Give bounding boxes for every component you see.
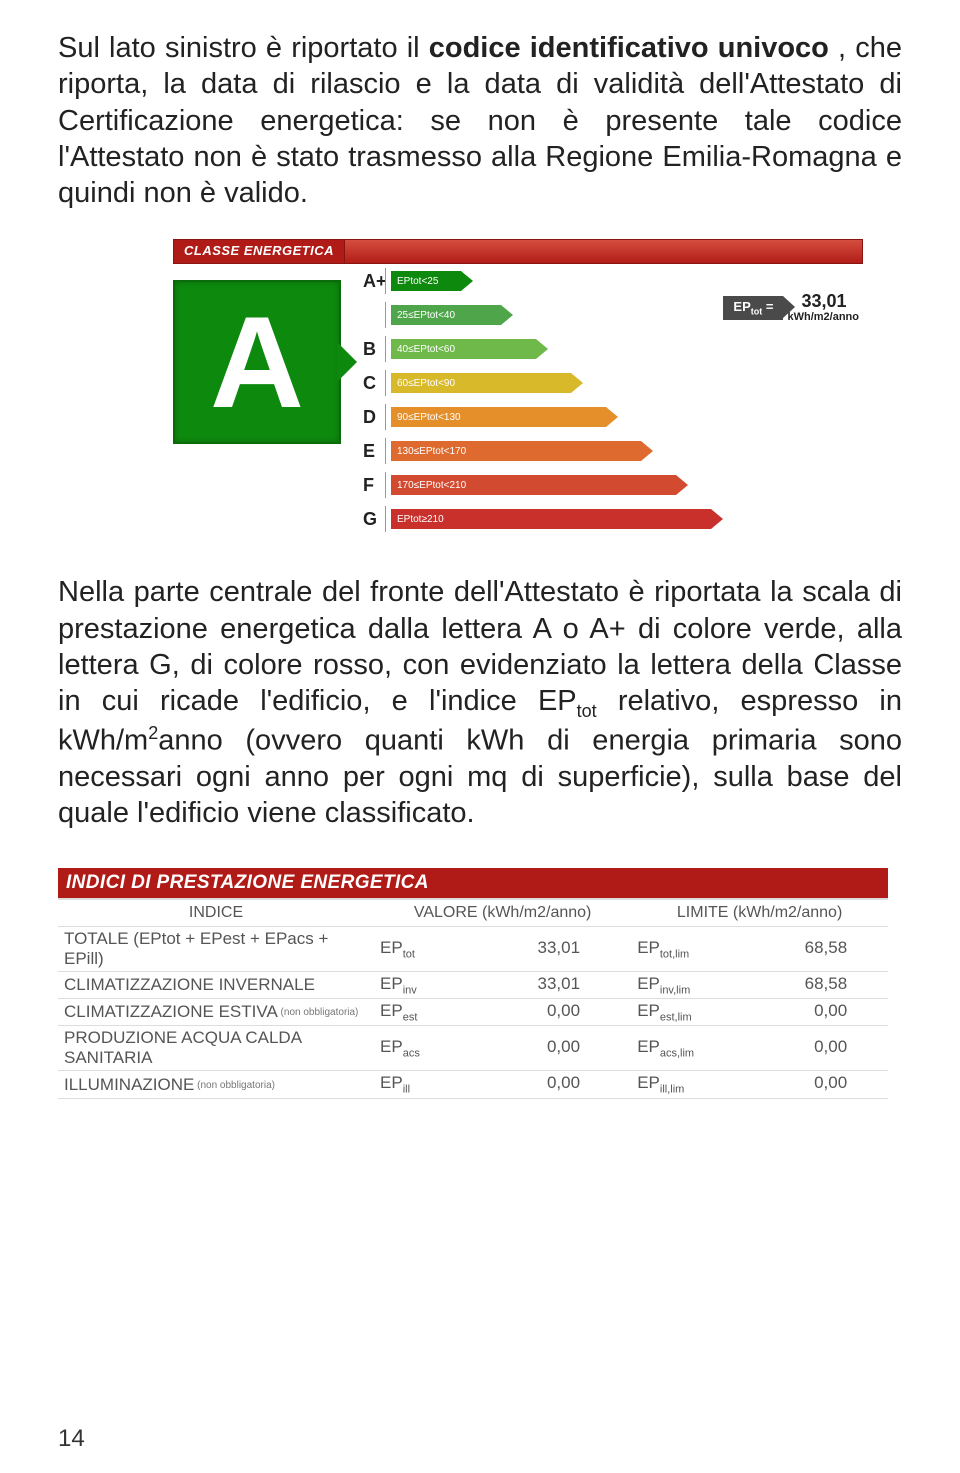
class-row-bar-label: EPtot≥210 — [391, 509, 711, 529]
class-row-bar-head — [606, 407, 618, 427]
class-row-bar: 60≤EPtot<90 — [391, 373, 583, 393]
class-row-bar: EPtot≥210 — [391, 509, 723, 529]
page-number: 14 — [58, 1425, 85, 1453]
class-row-bar-label: 90≤EPtot<130 — [391, 407, 606, 427]
class-row: B 40≤EPtot<60 — [363, 336, 859, 362]
indici-col-valore: VALORE (kWh/m2/anno) — [374, 900, 631, 927]
p1-bold: codice identificativo univoco — [429, 32, 829, 64]
indici-row-limite: EPest,lim0,00 — [631, 999, 888, 1026]
p2-sup: 2 — [148, 723, 158, 743]
indici-row: CLIMATIZZAZIONE ESTIVA (non obbligatoria… — [58, 999, 888, 1026]
indici-row-limite: EPacs,lim0,00 — [631, 1026, 888, 1071]
class-row-bar: 130≤EPtot<170 — [391, 441, 653, 461]
p1-before: Sul lato sinistro è riportato il — [58, 32, 429, 64]
selected-class-letter: A — [210, 297, 304, 427]
class-body: A EPtot = 33,01 kWh/m2/anno A+EPtot<2525… — [173, 263, 863, 538]
selected-class-box: A — [173, 280, 341, 444]
class-title-label: CLASSE ENERGETICA — [173, 239, 345, 263]
class-row-separator — [385, 302, 386, 328]
class-title-gradient — [345, 239, 863, 264]
class-row-letter: F — [363, 475, 385, 496]
indici-row-name: TOTALE (EPtot + EPest + EPacs + EPill) — [58, 926, 374, 971]
class-row-bar: EPtot<25 — [391, 271, 473, 291]
indici-col-indice: INDICE — [58, 900, 374, 927]
indici-row-name: PRODUZIONE ACQUA CALDA SANITARIA — [58, 1026, 374, 1071]
class-title-bar: CLASSE ENERGETICA — [173, 239, 863, 263]
class-row: A+ EPtot<25 — [363, 268, 859, 294]
indici-row-valore: EPest0,00 — [374, 999, 631, 1026]
class-rows: A+ EPtot<25 25≤EPtot<40 B 40≤EPtot<60 C 60≤EPt… — [363, 268, 859, 532]
class-row-letter: A+ — [363, 271, 385, 292]
indici-section: INDICI DI PRESTAZIONE ENERGETICA INDICE … — [58, 868, 888, 1099]
indici-row-name: ILLUMINAZIONE (non obbligatoria) — [58, 1071, 374, 1098]
indici-row-valore: EPinv33,01 — [374, 971, 631, 998]
class-row: E 130≤EPtot<170 — [363, 438, 859, 464]
class-row: 25≤EPtot<40 — [363, 302, 859, 328]
class-row-letter: G — [363, 509, 385, 530]
class-row-letter: E — [363, 441, 385, 462]
indici-row-valore: EPacs0,00 — [374, 1026, 631, 1071]
p2-c: anno (ovvero quanti kWh di energia prima… — [58, 725, 902, 830]
class-row: C 60≤EPtot<90 — [363, 370, 859, 396]
class-row-bar-head — [571, 373, 583, 393]
class-row-separator — [385, 472, 386, 498]
indici-row-limite: EPill,lim0,00 — [631, 1071, 888, 1098]
class-row-bar-head — [641, 441, 653, 461]
indici-row-limite: EPinv,lim68,58 — [631, 971, 888, 998]
class-row-separator — [385, 506, 386, 532]
indici-row: TOTALE (EPtot + EPest + EPacs + EPill)EP… — [58, 926, 888, 971]
class-row: F 170≤EPtot<210 — [363, 472, 859, 498]
energy-class-figure: CLASSE ENERGETICA A EPtot = 33,01 kWh/m2… — [173, 239, 863, 538]
indici-row-name: CLIMATIZZAZIONE INVERNALE — [58, 971, 374, 998]
indici-table: INDICE VALORE (kWh/m2/anno) LIMITE (kWh/… — [58, 900, 888, 1099]
indici-row-name: CLIMATIZZAZIONE ESTIVA (non obbligatoria… — [58, 999, 374, 1026]
class-row-separator — [385, 268, 386, 294]
class-row-bar-head — [536, 339, 548, 359]
class-row-bar-label: 40≤EPtot<60 — [391, 339, 536, 359]
intro-paragraph-1: Sul lato sinistro è riportato il codice … — [58, 30, 902, 211]
indici-row-valore: EPill0,00 — [374, 1071, 631, 1098]
indici-col-limite: LIMITE (kWh/m2/anno) — [631, 900, 888, 927]
class-row-bar: 25≤EPtot<40 — [391, 305, 513, 325]
class-row-bar-head — [501, 305, 513, 325]
class-row-bar-head — [676, 475, 688, 495]
intro-paragraph-2: Nella parte centrale del fronte dell'Att… — [58, 574, 902, 831]
class-row: G EPtot≥210 — [363, 506, 859, 532]
indici-row: CLIMATIZZAZIONE INVERNALEEPinv33,01EPinv… — [58, 971, 888, 998]
class-row-bar-label: EPtot<25 — [391, 271, 461, 291]
indici-row-valore: EPtot33,01 — [374, 926, 631, 971]
class-row-letter: B — [363, 339, 385, 360]
class-row-bar-label: 60≤EPtot<90 — [391, 373, 571, 393]
class-row-bar-head — [711, 509, 723, 529]
class-row-bar: 40≤EPtot<60 — [391, 339, 548, 359]
indici-header-row: INDICE VALORE (kWh/m2/anno) LIMITE (kWh/… — [58, 900, 888, 927]
p2-sub: tot — [577, 701, 597, 721]
class-row-separator — [385, 438, 386, 464]
class-row-bar: 170≤EPtot<210 — [391, 475, 688, 495]
indici-row: PRODUZIONE ACQUA CALDA SANITARIAEPacs0,0… — [58, 1026, 888, 1071]
class-row-separator — [385, 404, 386, 430]
document-page: Sul lato sinistro è riportato il codice … — [0, 0, 960, 1473]
class-row-bar-label: 170≤EPtot<210 — [391, 475, 676, 495]
class-row-bar-label: 25≤EPtot<40 — [391, 305, 501, 325]
indici-header: INDICI DI PRESTAZIONE ENERGETICA — [58, 868, 888, 900]
class-row-letter: D — [363, 407, 385, 428]
class-row-separator — [385, 336, 386, 362]
class-row-separator — [385, 370, 386, 396]
class-row-letter: C — [363, 373, 385, 394]
class-row: D 90≤EPtot<130 — [363, 404, 859, 430]
indici-row: ILLUMINAZIONE (non obbligatoria)EPill0,0… — [58, 1071, 888, 1098]
class-row-bar-head — [461, 271, 473, 291]
class-row-bar: 90≤EPtot<130 — [391, 407, 618, 427]
indici-row-limite: EPtot,lim68,58 — [631, 926, 888, 971]
class-row-bar-label: 130≤EPtot<170 — [391, 441, 641, 461]
